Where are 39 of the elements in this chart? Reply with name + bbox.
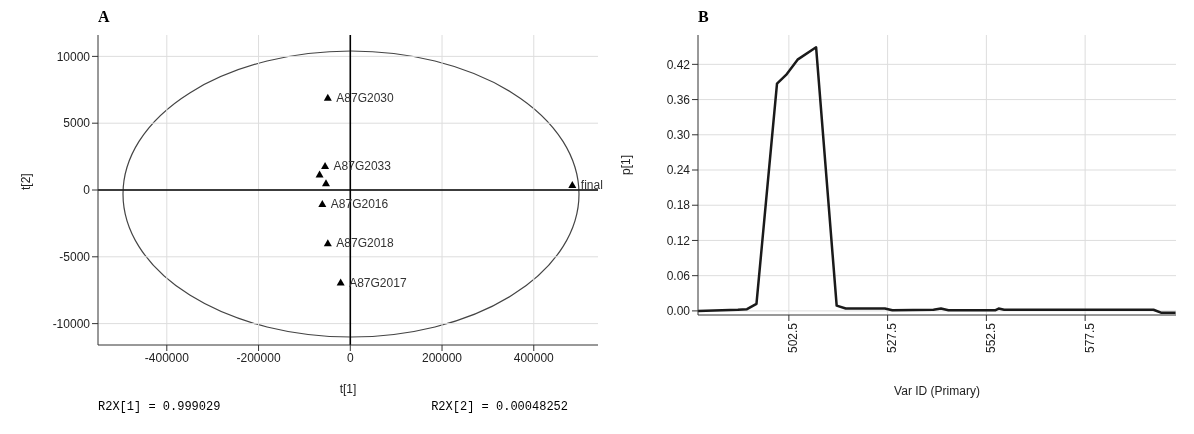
y-tick-label: 0.42 [666, 57, 691, 72]
point [323, 93, 332, 101]
y-tick-label: 0.00 [666, 304, 691, 319]
chart-title: A [97, 8, 111, 27]
point [318, 200, 327, 208]
chart-title: B [697, 8, 710, 27]
x-tick-label: 552.5 [983, 322, 998, 354]
y-axis-title: p[1] [619, 154, 634, 175]
x-tick-label: 200000 [422, 350, 463, 365]
point [568, 181, 577, 189]
point [321, 179, 330, 187]
y-tick-label: 0.24 [666, 163, 691, 178]
y-tick-label: 5000 [63, 116, 91, 131]
y-tick-label: -10000 [52, 316, 91, 331]
text: R2X[1] = 0.999029 [98, 400, 221, 414]
x-tick-label: 527.5 [885, 322, 900, 354]
y-tick-label: 0.12 [666, 233, 691, 248]
x-tick-label: 502.5 [786, 322, 801, 354]
point [315, 170, 324, 178]
y-tick-label: -5000 [59, 250, 91, 265]
point [321, 162, 330, 170]
x-tick-label: 0 [346, 350, 354, 365]
x-tick-label: 400000 [513, 350, 555, 365]
y-tick-label: 0 [83, 183, 91, 198]
x-tick-label: 577.5 [1082, 322, 1097, 354]
x-axis-title: t[1] [339, 382, 357, 396]
y-axis-title: t[2] [19, 173, 34, 190]
y-tick-label: 0.36 [666, 92, 691, 107]
x-tick-label: -400000 [144, 350, 190, 365]
x-tick-label: -200000 [236, 350, 281, 365]
x-axis-title: Var ID (Primary) [894, 384, 980, 398]
text: R2X[2] = 0.00048252 [431, 400, 568, 414]
data-label: final [580, 178, 603, 193]
y-tick-label: 0.06 [666, 268, 691, 283]
y-tick-label: 10000 [56, 49, 91, 64]
point [323, 239, 332, 247]
y-tick-label: 0.18 [666, 198, 691, 213]
y-tick-label: 0.30 [666, 128, 691, 143]
point [336, 278, 345, 286]
